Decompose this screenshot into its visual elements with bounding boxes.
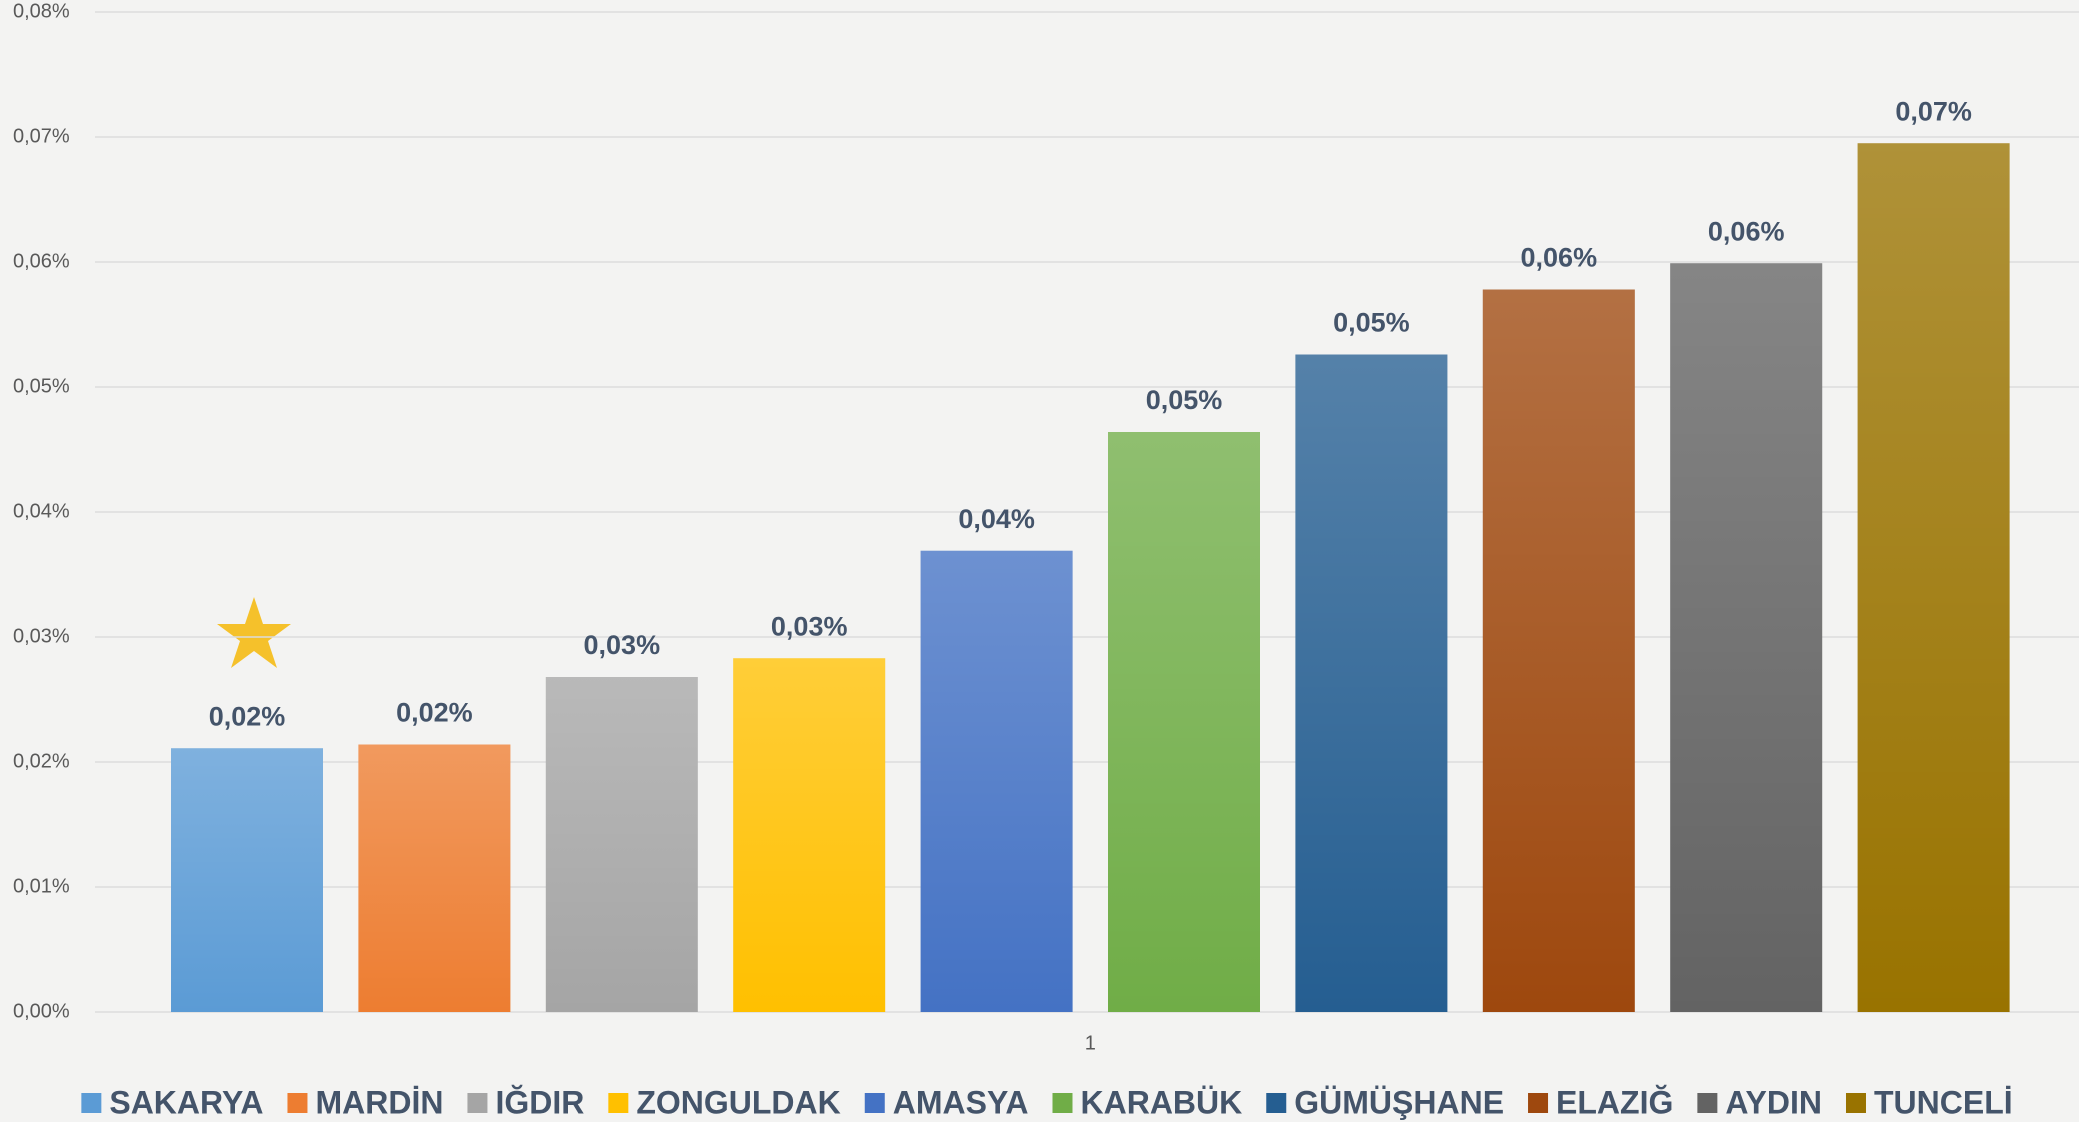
bar bbox=[1857, 143, 2010, 1012]
y-tick-label: 0,00% bbox=[13, 1000, 70, 1022]
value-label: 0,06% bbox=[1708, 216, 1785, 246]
y-tick-label: 0,02% bbox=[13, 750, 70, 772]
legend-swatch bbox=[1528, 1093, 1549, 1113]
legend-label: IĞDIR bbox=[495, 1084, 584, 1120]
legend-label: ELAZIĞ bbox=[1556, 1084, 1673, 1120]
value-label: 0,05% bbox=[1333, 308, 1410, 338]
value-label: 0,04% bbox=[958, 504, 1035, 534]
star-marker bbox=[217, 597, 291, 668]
legend: SAKARYA MARDİN IĞDIR ZONGULDAK AMASYA KARABÜK… bbox=[81, 1084, 2013, 1120]
y-tick-label: 0,08% bbox=[13, 0, 70, 22]
y-tick-label: 0,06% bbox=[13, 250, 70, 272]
y-tick-label: 0,01% bbox=[13, 875, 70, 897]
bar bbox=[545, 677, 698, 1012]
y-tick-label: 0,05% bbox=[13, 375, 70, 397]
bar bbox=[1108, 432, 1260, 1012]
legend-swatch bbox=[864, 1093, 885, 1113]
legend-swatch bbox=[467, 1093, 488, 1113]
bar bbox=[1670, 263, 1823, 1012]
y-tick-label: 0,07% bbox=[13, 125, 70, 147]
value-label: 0,07% bbox=[1895, 96, 1972, 126]
legend-swatch bbox=[1697, 1093, 1718, 1113]
value-label: 0,05% bbox=[1146, 385, 1223, 415]
legend-swatch bbox=[1845, 1093, 1866, 1113]
bar bbox=[1295, 354, 1448, 1012]
legend-swatch bbox=[1052, 1093, 1073, 1113]
bar bbox=[920, 550, 1073, 1012]
bar bbox=[1482, 289, 1635, 1012]
y-tick-label: 0,03% bbox=[13, 625, 70, 647]
legend-label: MARDİN bbox=[315, 1084, 443, 1120]
value-label: 0,02% bbox=[209, 701, 286, 731]
legend-label: KARABÜK bbox=[1080, 1084, 1242, 1120]
y-tick-label: 0,04% bbox=[13, 500, 70, 522]
value-label: 0,02% bbox=[396, 698, 473, 728]
value-label: 0,03% bbox=[584, 630, 661, 660]
legend-swatch bbox=[81, 1093, 102, 1113]
value-label: 0,06% bbox=[1521, 243, 1598, 273]
legend-swatch bbox=[287, 1093, 308, 1113]
value-label: 0,03% bbox=[771, 611, 848, 641]
legend-label: SAKARYA bbox=[109, 1084, 263, 1120]
legend-label: TUNCELİ bbox=[1874, 1084, 2013, 1120]
bar bbox=[733, 658, 886, 1012]
legend-swatch bbox=[608, 1093, 629, 1113]
legend-label: AYDIN bbox=[1725, 1084, 1822, 1120]
legend-swatch bbox=[1266, 1093, 1287, 1113]
legend-label: AMASYA bbox=[893, 1084, 1029, 1120]
legend-label: ZONGULDAK bbox=[636, 1084, 840, 1120]
bar bbox=[358, 744, 511, 1012]
legend-label: GÜMÜŞHANE bbox=[1294, 1084, 1504, 1120]
bar bbox=[171, 748, 323, 1012]
x-tick-label: 1 bbox=[1085, 1032, 1096, 1054]
